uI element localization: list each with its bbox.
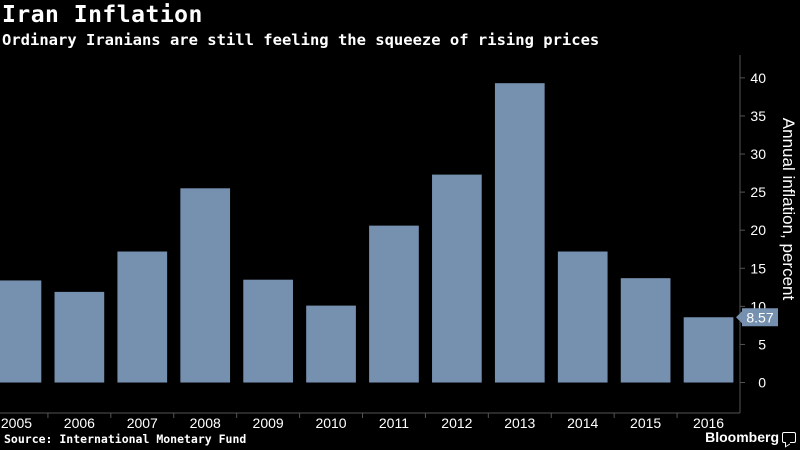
y-tick-label-30: 30 bbox=[750, 146, 766, 162]
bar-2012 bbox=[432, 174, 482, 383]
x-tick-label-2012: 2012 bbox=[441, 415, 472, 431]
y-tick-label-40: 40 bbox=[750, 70, 766, 86]
source-note: Source: International Monetary Fund bbox=[4, 432, 247, 446]
brand-logo: Bloomberg bbox=[705, 429, 796, 445]
chart-subtitle: Ordinary Iranians are still feeling the … bbox=[2, 31, 600, 49]
y-tick-label-0: 0 bbox=[758, 375, 766, 391]
bar-2013 bbox=[494, 83, 545, 383]
y-tick-label-15: 15 bbox=[750, 260, 766, 276]
x-tick-label-2009: 2009 bbox=[253, 415, 284, 431]
bars-layer bbox=[0, 83, 734, 383]
x-tick-label-2007: 2007 bbox=[127, 415, 158, 431]
bar-2009 bbox=[243, 279, 293, 383]
last-value-label: 8.57 bbox=[746, 309, 773, 325]
x-tick-label-2014: 2014 bbox=[567, 415, 598, 431]
chart-title: Iran Inflation bbox=[2, 2, 203, 28]
brand-name: Bloomberg bbox=[705, 429, 779, 445]
x-tick-label-2015: 2015 bbox=[630, 415, 661, 431]
bar-2014 bbox=[557, 251, 608, 383]
bar-2015 bbox=[620, 278, 671, 383]
bar-2011 bbox=[369, 225, 419, 383]
bar-2005 bbox=[0, 280, 42, 383]
bar-2006 bbox=[54, 291, 105, 383]
y-axis-title: Annual inflation, percent bbox=[779, 118, 798, 301]
x-axis: 2005 2006 2007 2008 2009 2010 2011 2012 2013 2014… bbox=[0, 412, 740, 431]
x-tick-label-2006: 2006 bbox=[64, 415, 95, 431]
x-tick-label-2008: 2008 bbox=[190, 415, 221, 431]
bar-2010 bbox=[306, 305, 356, 383]
y-tick-label-35: 35 bbox=[750, 108, 766, 124]
x-tick-label-2016: 2016 bbox=[693, 415, 724, 431]
last-value-pointer bbox=[736, 311, 742, 324]
speech-bubble-icon bbox=[782, 431, 796, 443]
x-tick-label-2011: 2011 bbox=[379, 415, 409, 431]
x-tick-label-2010: 2010 bbox=[315, 415, 346, 431]
bar-2008 bbox=[180, 188, 231, 383]
y-tick-label-5: 5 bbox=[758, 336, 766, 352]
x-tick-label-2005: 2005 bbox=[1, 415, 32, 431]
bar-2007 bbox=[117, 251, 168, 383]
last-value-box bbox=[742, 308, 778, 327]
bar-2016 bbox=[683, 317, 734, 383]
x-tick-label-2013: 2013 bbox=[504, 415, 535, 431]
y-tick-label-25: 25 bbox=[750, 184, 766, 200]
y-tick-label-20: 20 bbox=[750, 222, 766, 238]
